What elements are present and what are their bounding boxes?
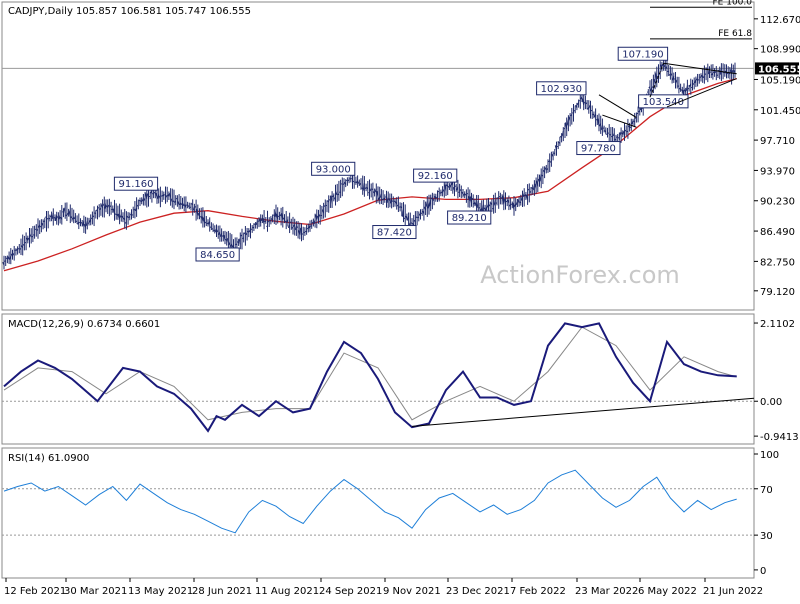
price-header: CADJPY,Daily 105.857 106.581 105.747 106… — [8, 6, 251, 17]
price-tick-label: 101.450 — [760, 106, 800, 117]
fib-level-label: FE 100.0 — [713, 0, 753, 7]
price-bar-open — [678, 86, 679, 87]
price-bar-open — [394, 201, 395, 202]
price-tick-label: 105.190 — [760, 75, 800, 86]
price-annotation: 89.210 — [448, 211, 491, 224]
price-bar-open — [134, 209, 135, 210]
x-tick-label: 24 Sep 2021 — [319, 586, 382, 597]
price-bar-open — [76, 221, 77, 222]
price-bar-open — [698, 80, 699, 81]
price-bar-open — [554, 153, 555, 154]
price-bar-open — [635, 118, 636, 119]
x-tick-label: 28 Jun 2021 — [192, 586, 252, 597]
rsi-tick-label: 100 — [760, 450, 779, 461]
price-bar-open — [511, 204, 512, 205]
price-bar-open — [404, 218, 405, 219]
price-bar-open — [54, 217, 55, 218]
price-tick-label: 86.490 — [760, 227, 795, 238]
price-bar-open — [32, 236, 33, 237]
price-bar-open — [610, 134, 611, 135]
price-bar-open — [353, 181, 354, 182]
price-bar-open — [130, 214, 131, 215]
x-tick-label: 23 Dec 2021 — [446, 586, 510, 597]
x-tick-label: 11 Aug 2021 — [255, 586, 319, 597]
current-price-label: 106.555 — [758, 64, 800, 75]
price-bar-open — [418, 217, 419, 218]
x-tick-label: 23 Mar 2022 — [575, 586, 638, 597]
price-bar-open — [727, 73, 728, 74]
price-bar-open — [236, 244, 237, 245]
svg-text:93.000: 93.000 — [316, 164, 351, 175]
price-tick-label: 93.970 — [760, 166, 795, 177]
price-bar-open — [498, 198, 499, 199]
svg-text:97.780: 97.780 — [581, 144, 616, 155]
price-bar-open — [591, 110, 592, 111]
price-annotation: 84.650 — [196, 248, 239, 261]
svg-text:91.160: 91.160 — [119, 179, 154, 190]
price-bar-open — [47, 218, 48, 219]
rsi-title: RSI(14) 61.0900 — [8, 453, 89, 464]
macd-tick-label: 0.00 — [760, 397, 782, 408]
x-tick-label: 21 Jun 2022 — [703, 586, 763, 597]
price-tick-label: 79.120 — [760, 287, 795, 298]
svg-text:92.160: 92.160 — [418, 171, 453, 182]
svg-text:84.650: 84.650 — [200, 250, 235, 261]
x-tick-label: 30 Mar 2021 — [64, 586, 127, 597]
x-tick-label: 9 Nov 2021 — [383, 586, 441, 597]
x-tick-label: 7 Feb 2022 — [510, 586, 566, 597]
x-tick-label: 6 May 2022 — [638, 586, 697, 597]
price-bar-open — [700, 77, 701, 78]
price-bar-open — [278, 216, 279, 217]
rsi-tick-label: 0 — [760, 566, 766, 577]
macd-tick-label: -0.9413 — [760, 432, 799, 443]
macd-tick-label: 2.1102 — [760, 319, 795, 330]
price-bar-open — [139, 200, 140, 201]
price-tick-label: 112.670 — [760, 15, 800, 26]
price-bar-open — [212, 228, 213, 229]
price-tick-label: 97.710 — [760, 136, 795, 147]
macd-title: MACD(12,26,9) 0.6734 0.6601 — [8, 319, 160, 330]
price-annotation: 102.930 — [537, 82, 586, 95]
price-bar-open — [207, 223, 208, 224]
price-annotation: 93.000 — [312, 162, 355, 175]
svg-text:87.420: 87.420 — [377, 228, 412, 239]
x-tick-label: 12 Feb 2021 — [4, 586, 66, 597]
svg-text:89.210: 89.210 — [452, 213, 487, 224]
price-bar-open — [362, 188, 363, 189]
price-annotation: 107.190 — [618, 47, 667, 60]
rsi-tick-label: 70 — [760, 485, 773, 496]
price-annotation: 87.420 — [373, 226, 416, 239]
price-bar-open — [346, 180, 347, 181]
price-annotation: 91.160 — [114, 177, 157, 190]
price-bar-open — [18, 248, 19, 249]
watermark: ActionForex.com — [480, 261, 680, 289]
svg-text:107.190: 107.190 — [622, 49, 663, 60]
price-bar-open — [532, 188, 533, 189]
price-annotation: 97.780 — [577, 142, 620, 155]
price-bar-open — [45, 217, 46, 218]
price-annotation: 92.160 — [414, 169, 457, 182]
price-tick-label: 108.990 — [760, 45, 800, 56]
price-bar-open — [606, 134, 607, 135]
svg-text:102.930: 102.930 — [541, 84, 582, 95]
price-bar-open — [192, 204, 193, 205]
price-bar-open — [297, 227, 298, 228]
price-bar-open — [436, 197, 437, 198]
price-tick-label: 90.230 — [760, 197, 795, 208]
price-bar-open — [98, 208, 99, 209]
price-bar-open — [499, 196, 500, 197]
price-bar-open — [200, 217, 201, 218]
fib-level-label: FE 61.8 — [718, 29, 752, 39]
x-tick-label: 13 May 2021 — [128, 586, 193, 597]
price-bar-open — [290, 222, 291, 223]
price-bar-open — [627, 131, 628, 132]
price-tick-label: 82.750 — [760, 257, 795, 268]
price-bar-open — [496, 203, 497, 204]
rsi-tick-label: 30 — [760, 531, 773, 542]
